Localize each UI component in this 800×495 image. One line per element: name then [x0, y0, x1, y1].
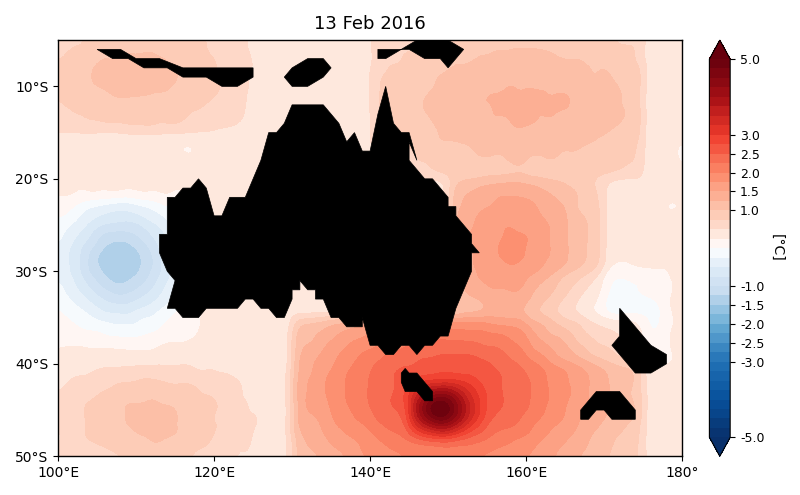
Polygon shape — [402, 368, 433, 401]
Polygon shape — [284, 58, 331, 86]
Polygon shape — [612, 308, 666, 373]
Polygon shape — [159, 86, 479, 354]
Polygon shape — [97, 50, 253, 86]
Y-axis label: [°C]: [°C] — [770, 234, 784, 262]
Polygon shape — [581, 392, 635, 419]
Polygon shape — [378, 40, 464, 68]
PathPatch shape — [710, 438, 730, 456]
PathPatch shape — [710, 40, 730, 59]
Title: 13 Feb 2016: 13 Feb 2016 — [314, 15, 426, 33]
